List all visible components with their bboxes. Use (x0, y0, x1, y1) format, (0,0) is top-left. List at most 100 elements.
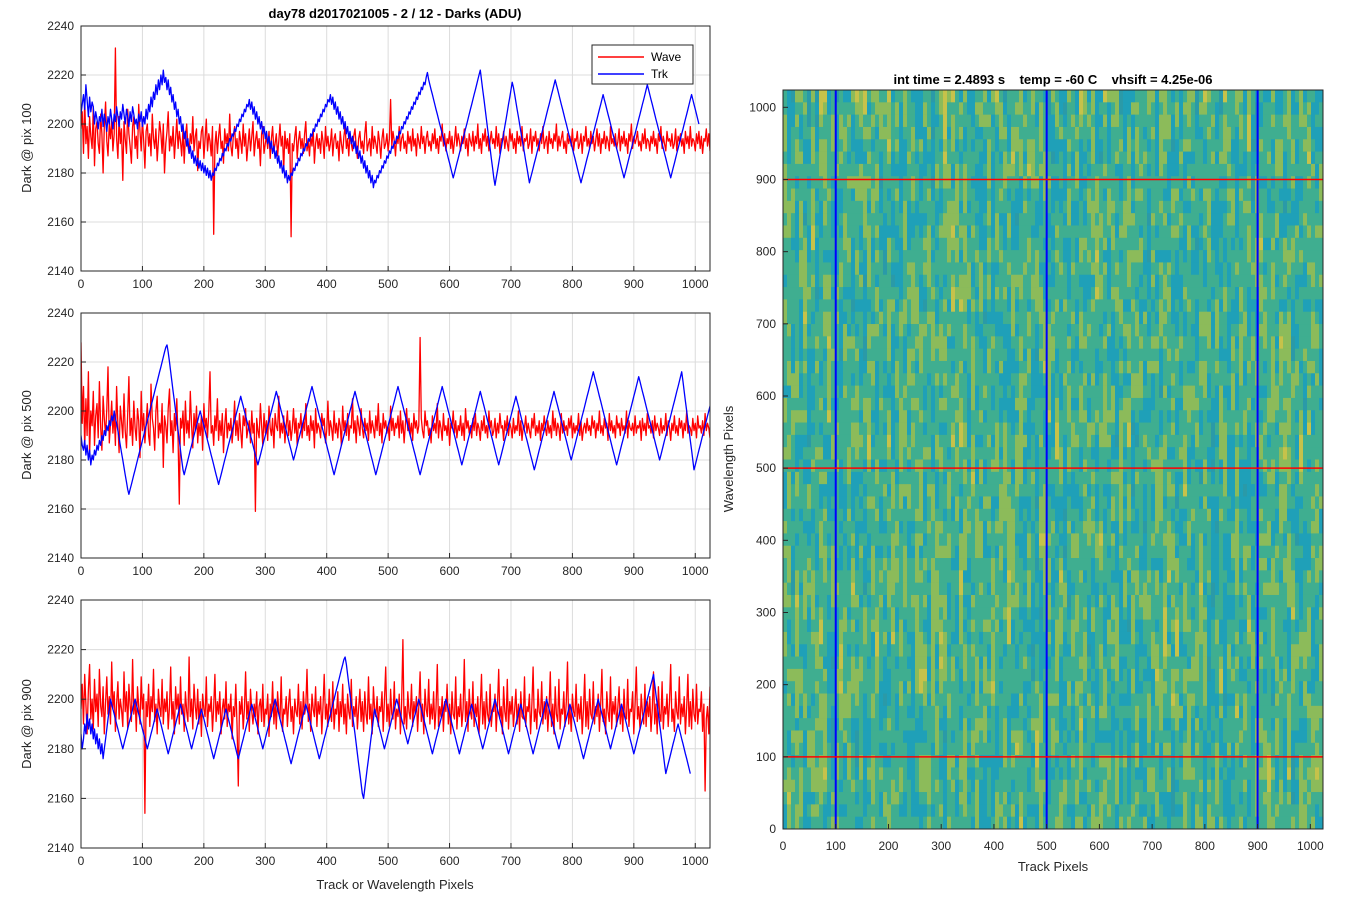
heatmap-cell (811, 250, 816, 263)
heatmap-cell (935, 151, 940, 165)
heatmap-cell (943, 718, 948, 731)
heatmap-cell (867, 681, 872, 694)
heatmap-cell (795, 767, 800, 781)
heatmap-cell (819, 594, 824, 608)
heatmap-cell (855, 730, 860, 744)
heatmap-cell (919, 693, 924, 707)
heatmap-cell (863, 496, 868, 510)
heatmap-cell (1087, 545, 1092, 559)
heatmap-cell (947, 410, 952, 423)
heatmap-cell (1071, 508, 1076, 522)
heatmap-cell (1063, 434, 1068, 448)
heatmap-cell (871, 188, 876, 202)
heatmap-cell (951, 373, 956, 386)
heatmap-cell (1067, 385, 1072, 399)
heatmap-cell (807, 816, 812, 830)
heatmap-cell (815, 410, 820, 423)
heatmap-cell (935, 139, 940, 152)
heatmap-cell (963, 274, 968, 288)
heatmap-cell (1083, 607, 1088, 620)
heatmap-cell (835, 422, 840, 436)
heatmap-cell (967, 496, 972, 510)
heatmap-cell (1087, 533, 1092, 547)
heatmap-cell (1095, 718, 1100, 731)
heatmap-cell (803, 730, 808, 744)
heatmap-cell (839, 90, 844, 103)
heatmap-cell (867, 385, 872, 399)
heatmap-cell (863, 311, 868, 325)
heatmap-cell (919, 631, 924, 645)
heatmap-cell (1039, 102, 1044, 115)
heatmap-cell (783, 471, 788, 485)
heatmap-cell (783, 668, 788, 682)
heatmap-cell (1067, 607, 1072, 620)
heatmap-cell (1027, 459, 1032, 473)
heatmap-cell (859, 324, 864, 337)
heatmap-cell (975, 705, 980, 719)
heatmap-cell (827, 681, 832, 694)
heatmap-cell (803, 102, 808, 115)
heatmap-cell (795, 126, 800, 140)
heatmap-cell (951, 188, 956, 202)
heatmap-cell (991, 484, 996, 497)
heatmap-cell (1035, 767, 1040, 781)
heatmap-cell (879, 188, 884, 202)
heatmap-cell (971, 447, 976, 460)
heatmap-cell (1015, 237, 1020, 251)
heatmap-cell (871, 176, 876, 189)
heatmap-cell (1071, 730, 1076, 744)
heatmap-cell (1027, 582, 1032, 596)
heatmap-cell (943, 693, 948, 707)
heatmap-cell (1091, 102, 1096, 115)
heatmap-cell (903, 176, 908, 189)
heatmap-cell (907, 311, 912, 325)
heatmap-cell (1055, 422, 1060, 436)
heatmap-cell (831, 397, 836, 411)
heatmap-cell (1091, 176, 1096, 189)
x-tick-label: 400 (317, 854, 337, 868)
heatmap-cell (871, 521, 876, 534)
heatmap-cell (835, 225, 840, 239)
heatmap-cell (1051, 792, 1056, 805)
heatmap-cell (803, 360, 808, 374)
heatmap-cell (1087, 742, 1092, 756)
heatmap-cell (987, 250, 992, 263)
heatmap-cell (1031, 496, 1036, 510)
heatmap-cell (959, 336, 964, 349)
heatmap-cell (963, 619, 968, 633)
heatmap-cell (807, 348, 812, 362)
heatmap-cell (955, 262, 960, 276)
heatmap-cell (1091, 816, 1096, 830)
heatmap-cell (1067, 656, 1072, 670)
heatmap-cell (975, 385, 980, 399)
heatmap-cell (919, 397, 924, 411)
heatmap-cell (1095, 533, 1100, 547)
heatmap-cell (963, 521, 968, 534)
heatmap-cell (1003, 594, 1008, 608)
heatmap-cell (939, 250, 944, 263)
heatmap-cell (995, 668, 1000, 682)
heatmap-cell (1007, 336, 1012, 349)
heatmap-cell (871, 792, 876, 805)
heatmap-cell (1067, 176, 1072, 189)
heatmap-cell (975, 668, 980, 682)
heatmap-cell (931, 213, 936, 226)
heatmap-cell (967, 176, 972, 189)
heatmap-cell (1087, 471, 1092, 485)
heatmap-cell (791, 90, 796, 103)
heatmap-cell (1087, 570, 1092, 583)
heatmap-cell (927, 705, 932, 719)
heatmap-cell (811, 447, 816, 460)
heatmap-cell (827, 582, 832, 596)
heatmap-cell (971, 558, 976, 571)
heatmap-cell (867, 324, 872, 337)
heatmap-cell (851, 373, 856, 386)
heatmap-cell (1075, 447, 1080, 460)
heatmap-cell (791, 656, 796, 670)
heatmap-cell (1011, 631, 1016, 645)
heatmap-cell (795, 730, 800, 744)
heatmap-cell (819, 496, 824, 510)
heatmap-cell (1027, 619, 1032, 633)
heatmap-cell (1055, 410, 1060, 423)
heatmap-cell (935, 755, 940, 768)
